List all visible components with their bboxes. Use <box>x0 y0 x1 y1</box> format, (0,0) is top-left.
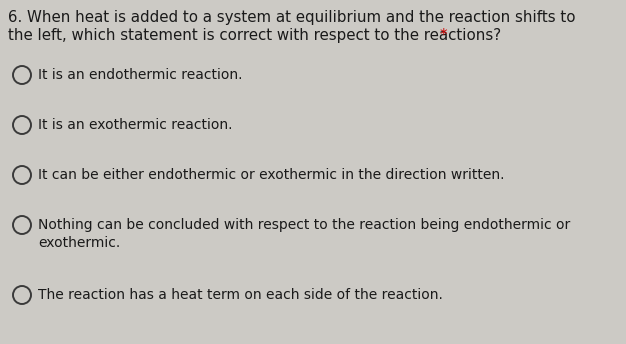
Text: the left, which statement is correct with respect to the reactions?: the left, which statement is correct wit… <box>8 28 506 43</box>
Text: Nothing can be concluded with respect to the reaction being endothermic or
exoth: Nothing can be concluded with respect to… <box>38 218 570 250</box>
Text: *: * <box>440 28 448 43</box>
Text: The reaction has a heat term on each side of the reaction.: The reaction has a heat term on each sid… <box>38 288 443 302</box>
Text: It is an exothermic reaction.: It is an exothermic reaction. <box>38 118 232 132</box>
Text: 6. When heat is added to a system at equilibrium and the reaction shifts to: 6. When heat is added to a system at equ… <box>8 10 575 25</box>
Text: It is an endothermic reaction.: It is an endothermic reaction. <box>38 68 242 82</box>
Text: It can be either endothermic or exothermic in the direction written.: It can be either endothermic or exotherm… <box>38 168 505 182</box>
